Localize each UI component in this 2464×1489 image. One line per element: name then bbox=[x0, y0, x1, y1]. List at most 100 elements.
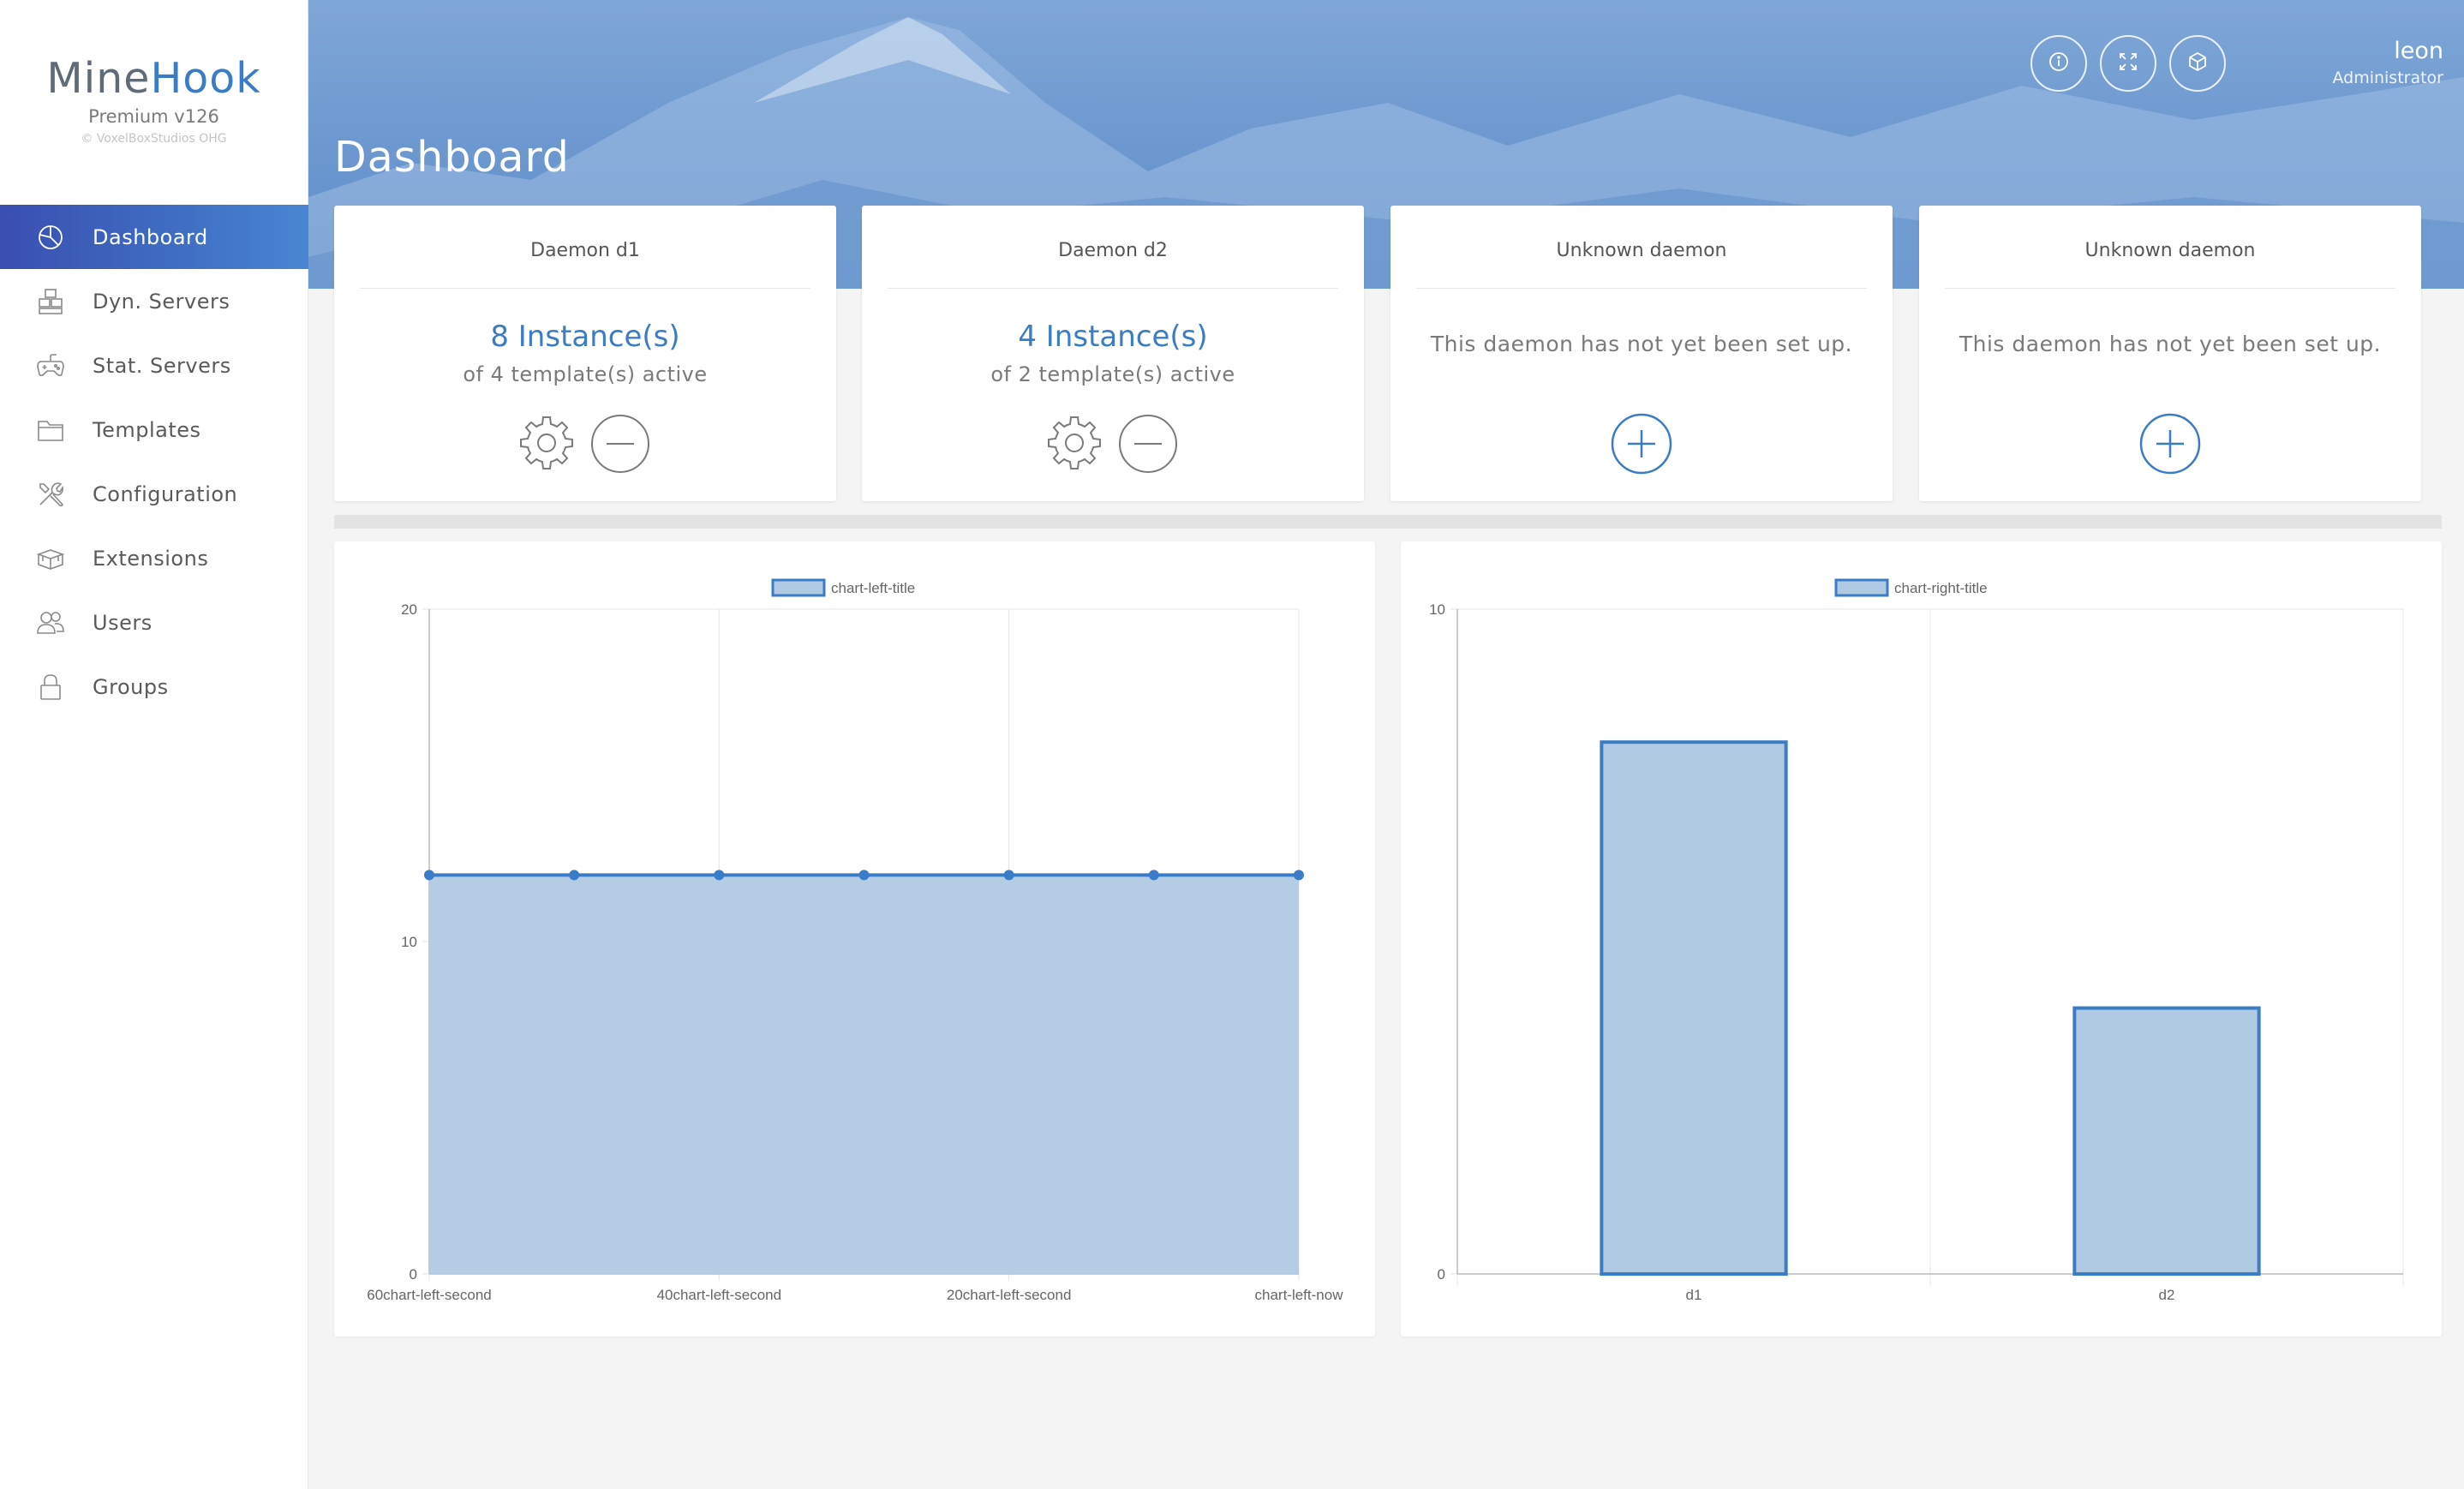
legend-label: chart-right-title bbox=[1894, 580, 1988, 596]
tools-icon bbox=[36, 480, 65, 509]
card-divider bbox=[360, 288, 810, 289]
info-button[interactable] bbox=[2030, 35, 2087, 92]
plus-circle-icon bbox=[1611, 413, 1672, 478]
instances-bar-chart: chart-right-title 0 10 d1 d2 bbox=[1429, 578, 2404, 1303]
user-role: Administrator bbox=[2332, 69, 2443, 87]
add-daemon-button[interactable] bbox=[1611, 413, 1672, 478]
gear-icon bbox=[517, 414, 577, 477]
sidebar-item-groups[interactable]: Groups bbox=[0, 655, 308, 719]
info-icon bbox=[2048, 51, 2070, 76]
lock-icon bbox=[36, 673, 65, 702]
daemon-card-unknown-2: Unknown daemon This daemon has not yet b… bbox=[1919, 206, 2421, 501]
y-tick-label: 0 bbox=[1438, 1266, 1445, 1283]
extension-box-icon bbox=[36, 544, 65, 573]
brand-copyright: © VoxelBoxStudios OHG bbox=[81, 132, 227, 146]
brand-logo[interactable]: MineHook bbox=[0, 53, 308, 105]
sidebar-nav: Dashboard Dyn. Servers Stat. Servers Tem… bbox=[0, 205, 308, 719]
gear-icon bbox=[1044, 414, 1104, 477]
card-divider bbox=[1416, 288, 1867, 289]
fullscreen-icon bbox=[2117, 51, 2139, 76]
y-tick-label: 10 bbox=[1429, 601, 1445, 618]
legend-swatch bbox=[771, 578, 826, 597]
y-tick-label: 20 bbox=[401, 601, 417, 618]
daemon-card-unknown-1: Unknown daemon This daemon has not yet b… bbox=[1390, 206, 1893, 501]
data-point bbox=[714, 870, 725, 881]
daemon-setup-message: This daemon has not yet been set up. bbox=[1959, 332, 2382, 356]
daemon-settings-button[interactable] bbox=[1044, 415, 1105, 476]
boxes-icon bbox=[36, 287, 65, 316]
sidebar-item-users[interactable]: Users bbox=[0, 590, 308, 655]
daemon-card-title: Daemon d2 bbox=[1058, 240, 1168, 261]
data-point bbox=[569, 870, 580, 881]
bar bbox=[1600, 740, 1788, 1276]
sidebar-item-label: Stat. Servers bbox=[93, 353, 231, 378]
brand-version: Premium v126 bbox=[88, 106, 219, 127]
fullscreen-button[interactable] bbox=[2100, 35, 2156, 92]
sidebar-item-label: Users bbox=[93, 610, 153, 635]
x-tick-label: d1 bbox=[1686, 1287, 1702, 1303]
sidebar-item-extensions[interactable]: Extensions bbox=[0, 526, 308, 590]
data-point bbox=[1003, 870, 1014, 881]
data-point bbox=[424, 870, 434, 881]
daemon-card-d2: Daemon d2 4 Instance(s) of 2 template(s)… bbox=[862, 206, 1364, 501]
brand-name-mine: Mine bbox=[46, 54, 151, 103]
data-point bbox=[1294, 870, 1304, 881]
daemon-card-title: Daemon d1 bbox=[530, 240, 640, 261]
legend-swatch bbox=[1834, 578, 1889, 597]
bar bbox=[2072, 1006, 2261, 1276]
gamepad-icon bbox=[36, 351, 65, 380]
instances-area-chart: chart-left-title 0 10 20 60chart-left-second… bbox=[367, 578, 1344, 1303]
card-divider bbox=[888, 288, 1338, 289]
x-tick-label: d2 bbox=[2159, 1287, 2175, 1303]
template-count: of 2 template(s) active bbox=[990, 362, 1235, 386]
sidebar-item-configuration[interactable]: Configuration bbox=[0, 462, 308, 526]
instance-count: 8 Instance(s) bbox=[490, 320, 680, 354]
y-tick-label: 0 bbox=[410, 1266, 417, 1283]
instance-count: 4 Instance(s) bbox=[1018, 320, 1208, 354]
folder-icon bbox=[36, 416, 65, 445]
brand-name-hook: Hook bbox=[150, 54, 261, 103]
users-icon bbox=[36, 608, 65, 637]
y-tick-label: 10 bbox=[401, 934, 417, 950]
minus-circle-icon bbox=[590, 414, 650, 477]
user-name[interactable]: leon bbox=[2394, 38, 2443, 64]
add-daemon-button[interactable] bbox=[2139, 413, 2201, 478]
daemon-remove-button[interactable] bbox=[1117, 415, 1179, 476]
sidebar-item-dashboard[interactable]: Dashboard bbox=[0, 205, 308, 269]
chart-panel-right: chart-right-title 0 10 d1 d2 bbox=[1401, 541, 2442, 1337]
section-divider bbox=[334, 515, 2442, 529]
data-point bbox=[858, 870, 870, 881]
plus-circle-icon bbox=[2139, 413, 2201, 478]
chart-panel-left: chart-left-title 0 10 20 60chart-left-second… bbox=[334, 541, 1375, 1337]
sidebar-item-stat-servers[interactable]: Stat. Servers bbox=[0, 333, 308, 398]
x-tick-label: 60chart-left-second bbox=[367, 1287, 492, 1303]
sidebar-item-label: Dashboard bbox=[93, 224, 208, 249]
sidebar: MineHook Premium v126 © VoxelBoxStudios … bbox=[0, 0, 308, 1489]
legend-label: chart-left-title bbox=[831, 580, 915, 596]
minus-circle-icon bbox=[1118, 414, 1178, 477]
x-tick-label: chart-left-now bbox=[1255, 1287, 1344, 1303]
sidebar-item-templates[interactable]: Templates bbox=[0, 398, 308, 462]
daemon-card-d1: Daemon d1 8 Instance(s) of 4 template(s)… bbox=[334, 206, 836, 501]
sidebar-item-label: Templates bbox=[93, 417, 201, 442]
daemon-setup-message: This daemon has not yet been set up. bbox=[1430, 332, 1853, 356]
sidebar-item-dyn-servers[interactable]: Dyn. Servers bbox=[0, 269, 308, 333]
brand: MineHook Premium v126 © VoxelBoxStudios … bbox=[0, 0, 308, 146]
cube-icon bbox=[2186, 51, 2209, 76]
sidebar-item-label: Configuration bbox=[93, 481, 238, 506]
data-point bbox=[1148, 870, 1159, 881]
template-count: of 4 template(s) active bbox=[463, 362, 708, 386]
daemon-card-title: Unknown daemon bbox=[1556, 240, 1727, 261]
sidebar-item-label: Extensions bbox=[93, 546, 209, 571]
daemon-card-title: Unknown daemon bbox=[2084, 240, 2256, 261]
cube-button[interactable] bbox=[2169, 35, 2226, 92]
daemon-remove-button[interactable] bbox=[589, 415, 651, 476]
page-title: Dashboard bbox=[334, 133, 570, 182]
series-area bbox=[429, 875, 1299, 1274]
x-tick-label: 20chart-left-second bbox=[947, 1287, 1072, 1303]
x-tick-label: 40chart-left-second bbox=[657, 1287, 782, 1303]
sidebar-item-label: Dyn. Servers bbox=[93, 289, 230, 314]
sidebar-item-label: Groups bbox=[93, 674, 169, 699]
card-divider bbox=[1945, 288, 2395, 289]
daemon-settings-button[interactable] bbox=[516, 415, 577, 476]
